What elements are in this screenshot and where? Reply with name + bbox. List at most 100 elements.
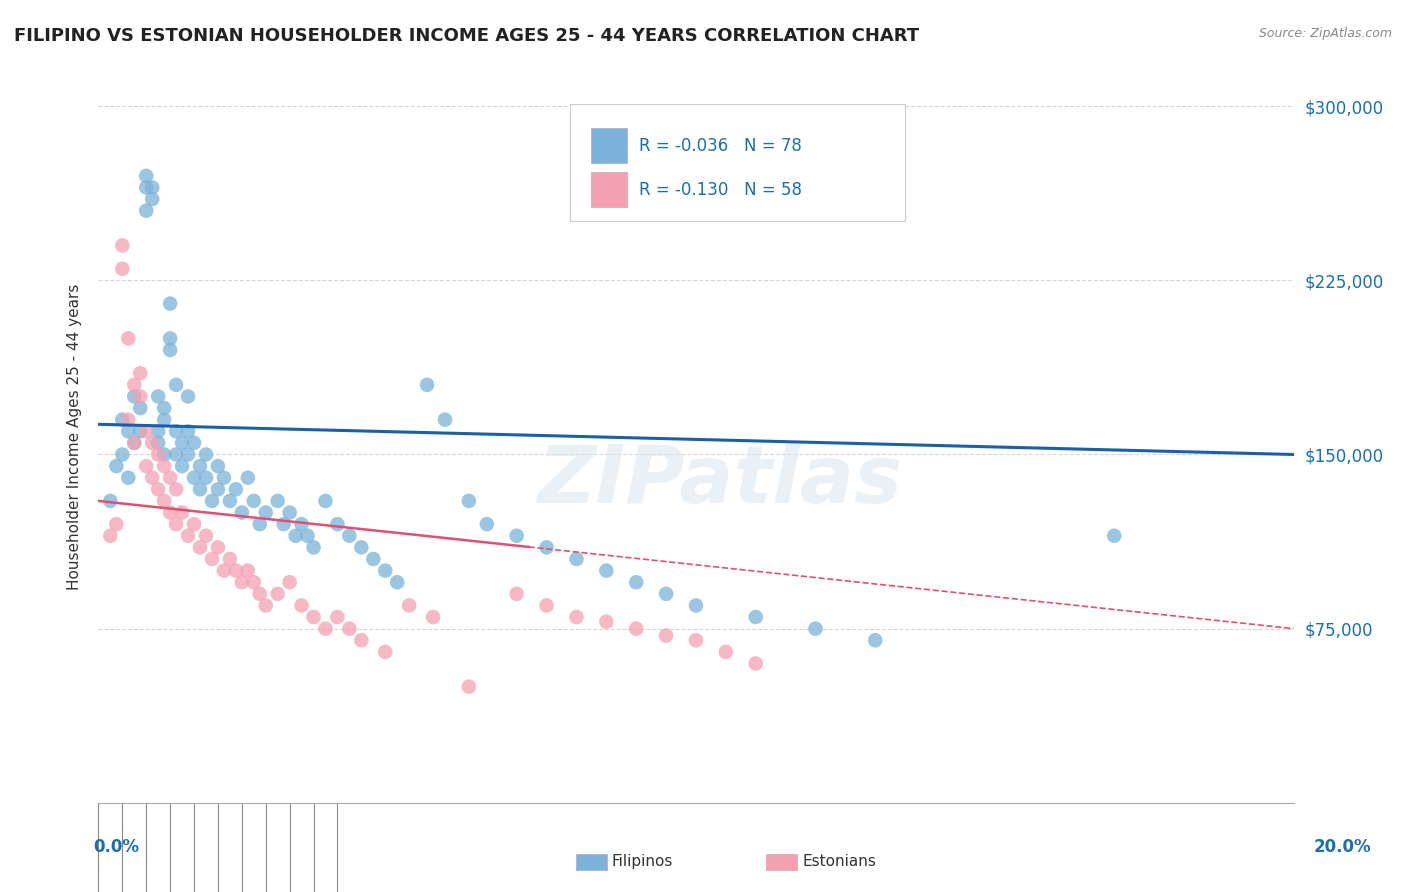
Point bbox=[339, 622, 361, 636]
Point bbox=[236, 564, 259, 578]
Point bbox=[98, 529, 122, 543]
Point bbox=[595, 564, 617, 578]
Point bbox=[183, 471, 205, 485]
Point bbox=[135, 424, 157, 438]
Point bbox=[165, 483, 187, 497]
Point bbox=[159, 331, 181, 345]
Point bbox=[422, 610, 444, 624]
Point bbox=[172, 436, 194, 450]
Point bbox=[148, 389, 170, 403]
Point bbox=[201, 494, 224, 508]
Point bbox=[626, 622, 648, 636]
FancyBboxPatch shape bbox=[571, 104, 905, 221]
Point bbox=[117, 331, 139, 345]
Point bbox=[177, 389, 200, 403]
Point bbox=[219, 552, 242, 566]
Point bbox=[153, 494, 176, 508]
Point bbox=[177, 529, 200, 543]
Text: R = -0.130   N = 58: R = -0.130 N = 58 bbox=[638, 181, 801, 199]
Text: Source: ZipAtlas.com: Source: ZipAtlas.com bbox=[1258, 27, 1392, 40]
Point bbox=[745, 657, 768, 671]
Point bbox=[249, 587, 271, 601]
Point bbox=[284, 529, 307, 543]
Point bbox=[236, 471, 259, 485]
Point bbox=[249, 517, 271, 532]
Point bbox=[225, 564, 247, 578]
Point bbox=[207, 541, 229, 555]
Point bbox=[141, 471, 163, 485]
Point bbox=[183, 436, 205, 450]
Point bbox=[153, 459, 176, 474]
Point bbox=[714, 645, 737, 659]
Point bbox=[291, 517, 314, 532]
Text: FILIPINO VS ESTONIAN HOUSEHOLDER INCOME AGES 25 - 44 YEARS CORRELATION CHART: FILIPINO VS ESTONIAN HOUSEHOLDER INCOME … bbox=[14, 27, 920, 45]
Point bbox=[655, 629, 678, 643]
Point bbox=[129, 424, 152, 438]
Point bbox=[315, 622, 337, 636]
Point bbox=[398, 599, 420, 613]
Point bbox=[231, 506, 253, 520]
Point bbox=[536, 599, 558, 613]
Point bbox=[183, 517, 205, 532]
Bar bbox=[591, 128, 627, 163]
Point bbox=[117, 412, 139, 426]
Point bbox=[195, 529, 218, 543]
Point bbox=[124, 389, 146, 403]
Point bbox=[188, 541, 211, 555]
Point bbox=[745, 610, 768, 624]
Point bbox=[141, 192, 163, 206]
Point bbox=[111, 238, 134, 252]
Point bbox=[148, 436, 170, 450]
Point bbox=[458, 494, 481, 508]
Point bbox=[655, 587, 678, 601]
Point bbox=[1104, 529, 1126, 543]
Point bbox=[326, 610, 349, 624]
Point bbox=[506, 529, 529, 543]
Point bbox=[339, 529, 361, 543]
Point bbox=[416, 377, 439, 392]
Point bbox=[207, 459, 229, 474]
Point bbox=[165, 448, 187, 462]
Point bbox=[159, 471, 181, 485]
Point bbox=[148, 424, 170, 438]
Point bbox=[231, 575, 253, 590]
Point bbox=[297, 529, 319, 543]
Point bbox=[350, 541, 373, 555]
Point bbox=[117, 424, 139, 438]
Point bbox=[159, 296, 181, 310]
Point bbox=[565, 610, 588, 624]
Point bbox=[385, 575, 409, 590]
Point bbox=[326, 517, 349, 532]
Point bbox=[207, 483, 229, 497]
Point bbox=[124, 377, 146, 392]
Point bbox=[148, 483, 170, 497]
Point bbox=[595, 615, 617, 629]
Text: 0.0%: 0.0% bbox=[94, 838, 139, 855]
Point bbox=[804, 622, 827, 636]
Point bbox=[225, 483, 247, 497]
Text: Filipinos: Filipinos bbox=[612, 855, 673, 869]
Point bbox=[148, 448, 170, 462]
Point bbox=[626, 575, 648, 590]
Point bbox=[195, 448, 218, 462]
Text: ZIPatlas: ZIPatlas bbox=[537, 442, 903, 520]
Point bbox=[153, 412, 176, 426]
Point bbox=[153, 448, 176, 462]
Point bbox=[291, 599, 314, 613]
Point bbox=[865, 633, 887, 648]
Point bbox=[153, 401, 176, 415]
Point bbox=[374, 645, 396, 659]
Point bbox=[111, 261, 134, 276]
Point bbox=[565, 552, 588, 566]
Point bbox=[458, 680, 481, 694]
Point bbox=[243, 494, 266, 508]
Point bbox=[135, 169, 157, 183]
Point bbox=[315, 494, 337, 508]
Point bbox=[135, 203, 157, 218]
Point bbox=[135, 459, 157, 474]
Point bbox=[278, 575, 301, 590]
Point bbox=[188, 459, 211, 474]
Point bbox=[105, 517, 128, 532]
Point bbox=[685, 599, 707, 613]
Point bbox=[124, 436, 146, 450]
